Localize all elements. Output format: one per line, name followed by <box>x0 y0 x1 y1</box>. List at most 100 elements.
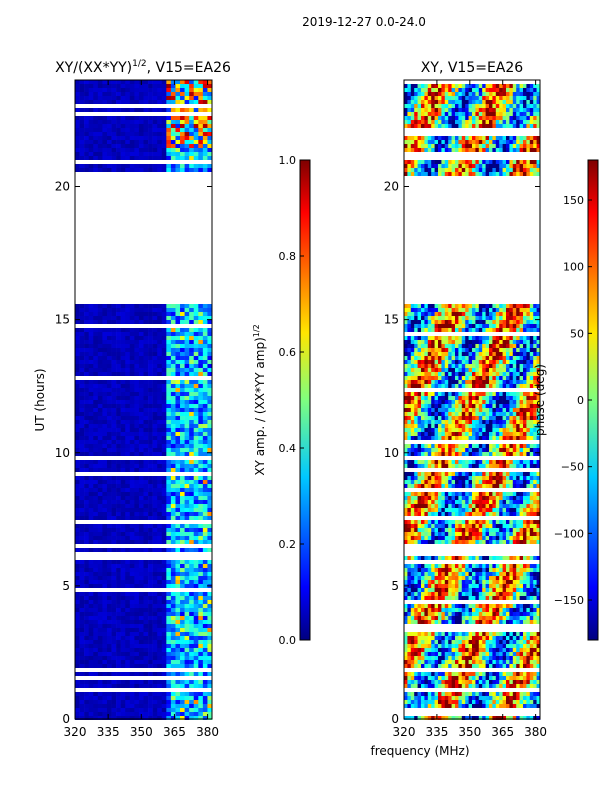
heatmap-cell <box>166 312 172 316</box>
heatmap-cell <box>93 644 99 648</box>
heatmap-cell <box>97 420 103 424</box>
heatmap-cell <box>161 116 167 120</box>
heatmap-cell <box>97 316 103 320</box>
heatmap-cell <box>93 364 99 368</box>
heatmap-cell <box>97 432 103 436</box>
heatmap-cell <box>93 428 99 432</box>
heatmap-cell <box>434 352 439 356</box>
heatmap-cell <box>88 424 94 428</box>
heatmap-cell <box>202 420 208 424</box>
heatmap-cell <box>180 408 185 412</box>
heatmap-cell <box>84 140 89 144</box>
heatmap-cell <box>97 100 103 104</box>
heatmap-cell <box>465 372 469 376</box>
heatmap-cell <box>88 684 94 688</box>
heatmap-cell <box>106 716 112 720</box>
heatmap-cell <box>102 672 108 676</box>
heatmap-cell <box>198 368 204 372</box>
heatmap-cell <box>93 168 99 172</box>
heatmap-cell <box>161 88 167 92</box>
heatmap-cell <box>111 436 117 440</box>
heatmap-cell <box>116 448 121 452</box>
heatmap-cell <box>180 452 185 456</box>
heatmap-cell <box>152 140 158 144</box>
heatmap-cell <box>533 312 537 316</box>
heatmap-cell <box>502 372 507 376</box>
heatmap-cell <box>93 604 99 608</box>
heatmap-cell <box>475 92 480 96</box>
heatmap-cell <box>533 168 537 172</box>
heatmap-cell <box>189 320 195 324</box>
heatmap-cell <box>148 480 153 484</box>
heatmap-cell <box>97 464 103 468</box>
heatmap-cell <box>536 324 541 328</box>
colorbar-tick-label: 0.6 <box>279 346 297 359</box>
heatmap-cell <box>97 80 103 84</box>
heatmap-cell <box>529 340 534 344</box>
heatmap-cell <box>404 120 408 124</box>
heatmap-cell <box>485 368 490 372</box>
heatmap-cell <box>202 80 208 84</box>
heatmap-cell <box>175 564 181 568</box>
heatmap-cell <box>198 652 204 656</box>
heatmap-cell <box>138 368 144 372</box>
heatmap-cell <box>175 672 181 676</box>
heatmap-cell <box>451 360 456 364</box>
heatmap-cell <box>438 116 442 120</box>
heatmap-cell <box>125 656 131 660</box>
heatmap-cell <box>180 108 185 112</box>
heatmap-cell <box>198 576 204 580</box>
heatmap-cell <box>427 148 432 152</box>
heatmap-cell <box>148 428 153 432</box>
heatmap-cell <box>170 92 176 96</box>
heatmap-cell <box>202 448 208 452</box>
heatmap-cell <box>202 528 208 532</box>
heatmap-cell <box>499 316 503 320</box>
heatmap-cell <box>175 704 181 708</box>
heatmap-cell <box>106 416 112 420</box>
heatmap-cell <box>102 664 108 668</box>
heatmap-cell <box>523 140 527 144</box>
heatmap-cell <box>129 432 135 436</box>
heatmap-cell <box>134 444 140 448</box>
heatmap-cell <box>431 312 435 316</box>
heatmap-cell <box>161 96 167 100</box>
heatmap-cell <box>198 416 204 420</box>
heatmap-cell <box>79 440 85 444</box>
heatmap-cell <box>516 172 520 176</box>
heatmap-cell <box>148 636 153 640</box>
heatmap-cell <box>529 356 534 360</box>
heatmap-cell <box>148 628 153 632</box>
heatmap-cell <box>198 108 204 112</box>
heatmap-cell <box>152 92 158 96</box>
heatmap-cell <box>189 664 195 668</box>
heatmap-cell <box>468 100 473 104</box>
heatmap-cell <box>198 692 204 696</box>
heatmap-cell <box>489 124 493 128</box>
heatmap-cell <box>152 328 158 332</box>
heatmap-cell <box>116 164 121 168</box>
heatmap-cell <box>143 604 149 608</box>
heatmap-cell <box>129 572 135 576</box>
heatmap-cell <box>106 332 112 336</box>
heatmap-cell <box>207 336 213 340</box>
heatmap-cell <box>189 92 195 96</box>
heatmap-cell <box>157 344 163 348</box>
heatmap-cell <box>111 516 117 520</box>
heatmap-cell <box>495 92 500 96</box>
heatmap-cell <box>526 112 531 116</box>
heatmap-cell <box>404 360 408 364</box>
heatmap-cell <box>120 408 126 412</box>
heatmap-cell <box>134 612 140 616</box>
heatmap-cell <box>84 440 89 444</box>
heatmap-cell <box>129 400 135 404</box>
heatmap-cell <box>455 168 459 172</box>
heatmap-cell <box>482 92 486 96</box>
heatmap-cell <box>129 440 135 444</box>
heatmap-cell <box>523 308 527 312</box>
heatmap-cell <box>198 628 204 632</box>
heatmap-cell <box>499 312 503 316</box>
heatmap-cell <box>152 380 158 384</box>
heatmap-cell <box>198 384 204 388</box>
heatmap-cell <box>79 608 85 612</box>
